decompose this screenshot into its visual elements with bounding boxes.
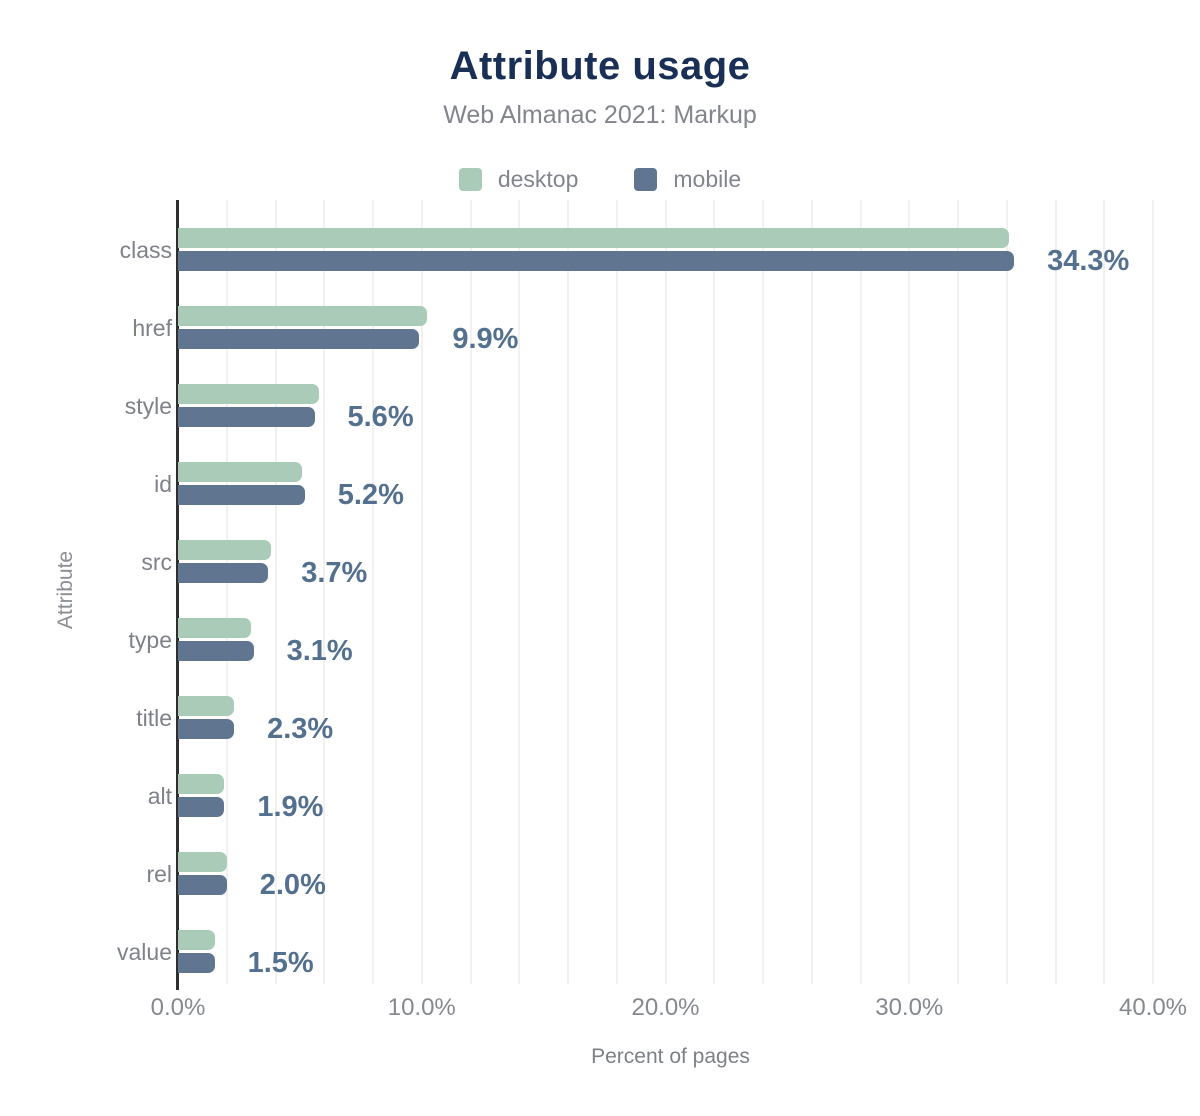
gridline — [518, 200, 521, 984]
legend-label-desktop: desktop — [497, 165, 579, 192]
plot-area: class 34.3% href 9.9% style 5.6% id 5.2% src 3.7%… — [117, 200, 1163, 990]
value-label-alt: 1.9% — [257, 791, 324, 823]
gridline — [713, 200, 716, 984]
bar-mobile-type — [178, 641, 254, 661]
gridline — [957, 200, 959, 984]
x-tick-label-30.0%: 30.0% — [875, 994, 944, 1021]
bar-desktop-id — [178, 462, 303, 482]
y-axis-title: Attribute — [54, 550, 77, 630]
bar-mobile-id — [178, 485, 305, 505]
category-label-style: style — [124, 393, 172, 419]
category-label-id: id — [154, 471, 172, 497]
x-axis-title: Percent of pages — [591, 1045, 750, 1068]
value-label-src: 3.7% — [301, 557, 368, 589]
bar-mobile-value — [178, 953, 215, 973]
category-label-value: value — [117, 939, 172, 965]
gridline — [664, 200, 667, 984]
bar-desktop-class — [178, 228, 1010, 248]
category-label-type: type — [128, 627, 172, 653]
value-label-href: 9.9% — [452, 323, 519, 355]
gridline — [372, 200, 374, 984]
gridline — [1103, 200, 1106, 984]
bar-group-value: value 1.5% — [117, 902, 1163, 980]
y-axis-line — [176, 200, 179, 990]
bar-group-title: title 2.3% — [136, 668, 1163, 746]
gridline — [615, 200, 618, 984]
gridline — [859, 200, 862, 984]
bar-mobile-title — [178, 719, 235, 739]
bar-group-type: type 3.1% — [129, 590, 1163, 668]
chart-title: Attribute usage — [449, 44, 751, 88]
value-label-value: 1.5% — [247, 947, 314, 979]
bar-desktop-title — [178, 696, 235, 716]
category-label-title: title — [136, 705, 172, 731]
bar-desktop-style — [178, 384, 320, 404]
bar-desktop-src — [178, 540, 271, 560]
value-label-rel: 2.0% — [259, 869, 326, 901]
legend-item-mobile: mobile — [634, 166, 741, 193]
bar-mobile-class — [178, 251, 1015, 271]
desktop-swatch-icon — [458, 167, 482, 191]
category-label-alt: alt — [147, 783, 172, 809]
bar-group-class: class 34.3% — [120, 200, 1163, 278]
gridline — [1005, 200, 1008, 984]
value-label-class: 34.3% — [1047, 245, 1130, 277]
x-tick-label-10.0%: 10.0% — [387, 994, 456, 1021]
value-label-title: 2.3% — [267, 713, 334, 745]
category-label-class: class — [119, 237, 172, 263]
gridline — [567, 200, 569, 984]
x-tick-label-20.0%: 20.0% — [631, 994, 700, 1021]
gridline — [908, 200, 911, 984]
bar-mobile-alt — [178, 797, 225, 817]
mobile-swatch-icon — [634, 167, 658, 191]
bar-group-href: href 9.9% — [132, 278, 1163, 356]
bar-group-src: src 3.7% — [141, 512, 1163, 590]
gridline — [810, 200, 813, 984]
bar-mobile-rel — [178, 875, 227, 895]
bar-desktop-alt — [178, 774, 225, 794]
gridline — [1054, 200, 1057, 984]
gridline — [1152, 200, 1154, 984]
gridline — [420, 200, 423, 984]
gridline — [762, 200, 764, 984]
bar-group-style: style 5.6% — [125, 356, 1163, 434]
legend: desktop mobile — [0, 164, 1200, 194]
bar-mobile-href — [178, 329, 420, 349]
value-label-type: 3.1% — [286, 635, 353, 667]
x-tick-label-0.0%: 0.0% — [150, 994, 206, 1021]
bar-desktop-value — [178, 930, 215, 950]
category-label-rel: rel — [146, 861, 172, 887]
gridline — [469, 200, 472, 984]
bar-group-id: id 5.2% — [154, 434, 1163, 512]
bar-group-rel: rel 2.0% — [146, 824, 1163, 902]
bar-mobile-style — [178, 407, 315, 427]
legend-label-mobile: mobile — [673, 165, 742, 192]
bar-desktop-type — [178, 618, 252, 638]
gridline — [225, 200, 228, 984]
chart-subtitle: Web Almanac 2021: Markup — [443, 101, 757, 129]
value-label-style: 5.6% — [347, 401, 414, 433]
gridline — [323, 200, 326, 984]
category-label-href: href — [132, 315, 172, 341]
bar-mobile-src — [178, 563, 269, 583]
x-tick-label-40.0%: 40.0% — [1118, 994, 1188, 1021]
bar-group-alt: alt 1.9% — [148, 746, 1163, 824]
gridline — [274, 200, 277, 984]
bar-desktop-href — [178, 306, 427, 326]
legend-item-desktop: desktop — [458, 165, 579, 193]
category-label-src: src — [141, 549, 172, 575]
bar-desktop-rel — [178, 852, 227, 872]
value-label-id: 5.2% — [337, 479, 404, 511]
